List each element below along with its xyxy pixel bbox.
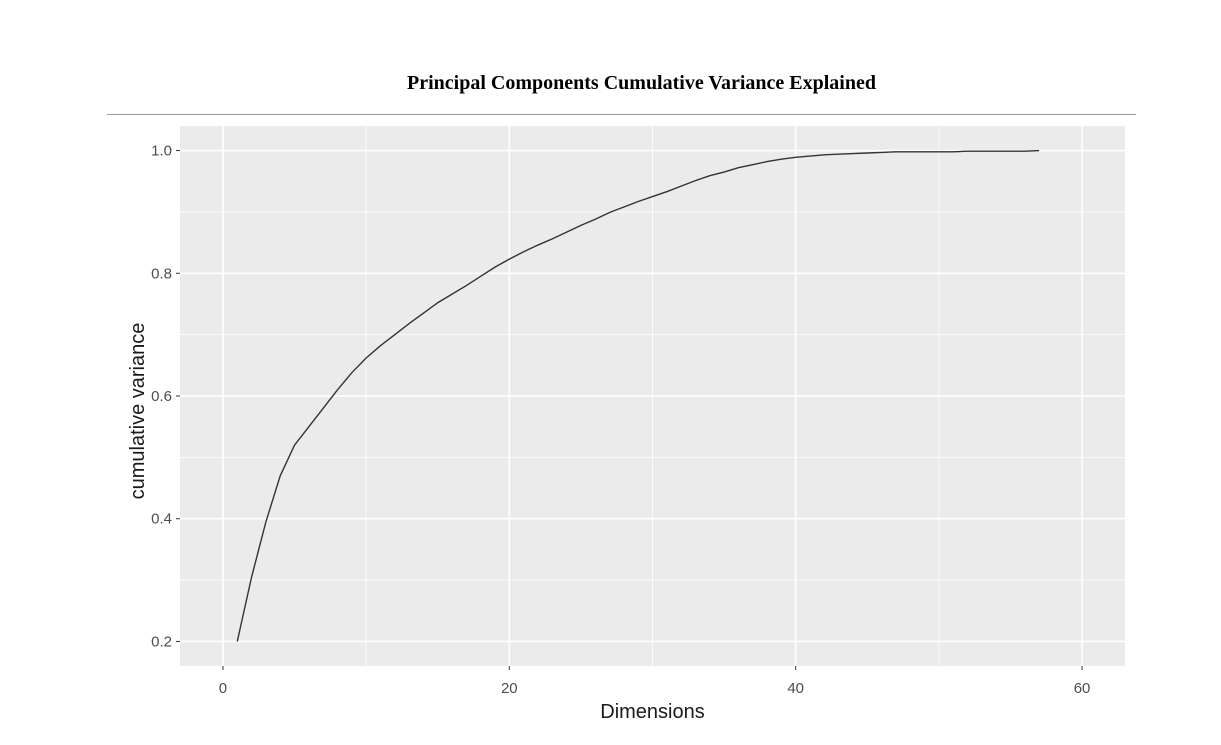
y-tick-label: 0.2: [151, 633, 172, 650]
major-gridlines: [180, 126, 1125, 666]
x-tick-label: 0: [219, 680, 227, 697]
y-tick-label: 0.8: [151, 265, 172, 282]
x-axis-tick-labels: 0 20 40 60: [219, 680, 1091, 697]
title-divider: [107, 114, 1136, 115]
y-axis-title: cumulative variance: [127, 323, 149, 500]
cumulative-variance-line: [236, 149, 1040, 642]
y-tick-label: 1.0: [151, 143, 172, 160]
x-axis-title: Dimensions: [600, 701, 704, 723]
y-axis-tick-labels: 0.2 0.4 0.6 0.8 1.0: [151, 143, 172, 651]
chart-title: Principal Components Cumulative Variance…: [407, 72, 876, 94]
y-axis-ticks: [176, 150, 180, 642]
x-tick-label: 20: [501, 680, 518, 697]
x-tick-label: 60: [1074, 680, 1091, 697]
y-tick-label: 0.6: [151, 388, 172, 405]
x-axis-ticks: [222, 666, 1083, 670]
y-tick-label: 0.4: [151, 511, 172, 528]
x-tick-label: 40: [787, 680, 804, 697]
